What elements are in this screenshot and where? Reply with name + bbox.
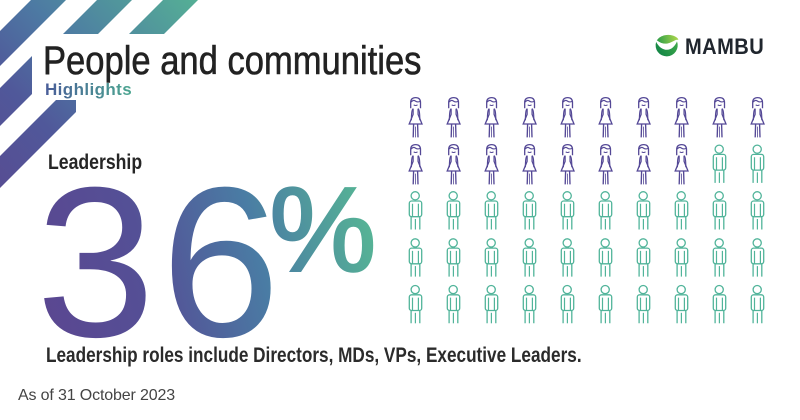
svg-text:MAMBU: MAMBU [685,35,764,59]
svg-text:%: % [270,163,377,297]
svg-text:36: 36 [36,143,286,382]
